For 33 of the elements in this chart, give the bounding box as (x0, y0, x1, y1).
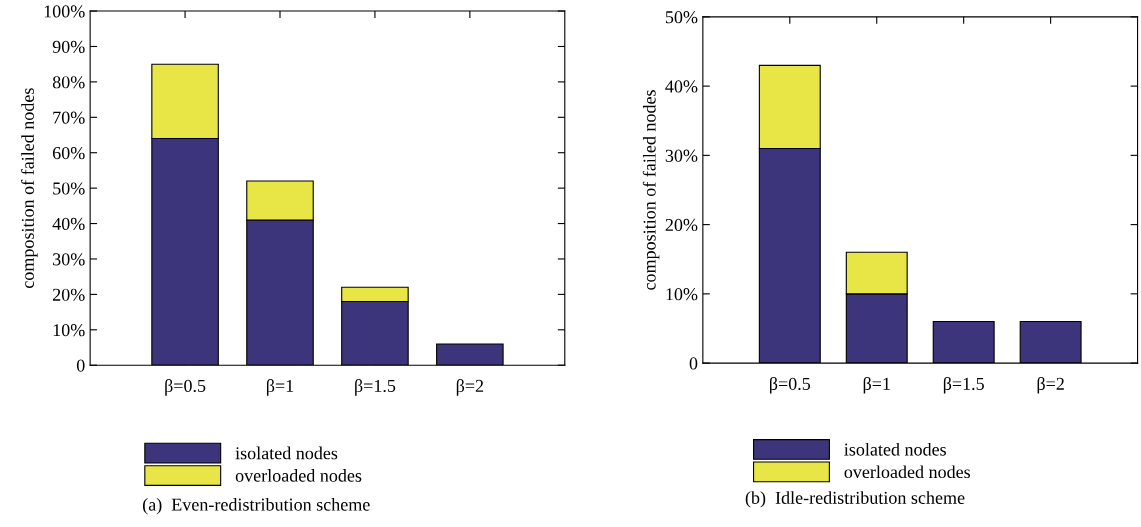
y-tick-label: 10% (666, 288, 698, 301)
text: (b) Idle-redistribution scheme (745, 491, 965, 508)
x-tick-label: β=1.5 (943, 376, 984, 394)
x-tick-label: β=0.5 (165, 379, 206, 396)
text: (a) Even-redistribution scheme (143, 498, 370, 515)
y-tick-label: 60% (52, 146, 85, 160)
legend-label: overloaded nodes (235, 469, 362, 482)
y-tick-label: 40% (665, 80, 698, 93)
y-tick-label: 20% (665, 218, 698, 232)
y-tick-label: 0 (76, 359, 85, 372)
y-axis-title: composition of failed nodes (642, 90, 660, 290)
y-axis-title: composition of failed nodes (21, 88, 38, 288)
y-tick-label: 0 (689, 357, 698, 370)
x-tick-label: β=2 (456, 379, 484, 396)
y-tick-label: 30% (665, 149, 698, 162)
y-tick-label: 20% (52, 288, 85, 301)
y-tick-label: 70% (53, 111, 85, 124)
y-tick-label: 50% (665, 11, 698, 24)
x-tick-label: β=1 (266, 379, 294, 396)
y-tick-label: 90% (52, 40, 85, 53)
legend-label: overloaded nodes (844, 465, 971, 479)
x-tick-label: β=1 (863, 376, 890, 394)
y-tick-label: 30% (53, 253, 85, 266)
y-tick-label: 80% (52, 76, 85, 89)
x-tick-label: β=2 (1037, 376, 1064, 394)
y-tick-label: 10% (53, 324, 85, 337)
y-tick-label: 100% (44, 5, 85, 18)
x-tick-label: β=1.5 (355, 379, 396, 396)
legend-label: isolated nodes (844, 442, 946, 456)
y-tick-label: 40% (52, 217, 85, 231)
x-tick-label: β=0.5 (770, 376, 811, 394)
y-tick-label: 50% (53, 182, 85, 195)
legend-label: isolated nodes (235, 446, 338, 460)
